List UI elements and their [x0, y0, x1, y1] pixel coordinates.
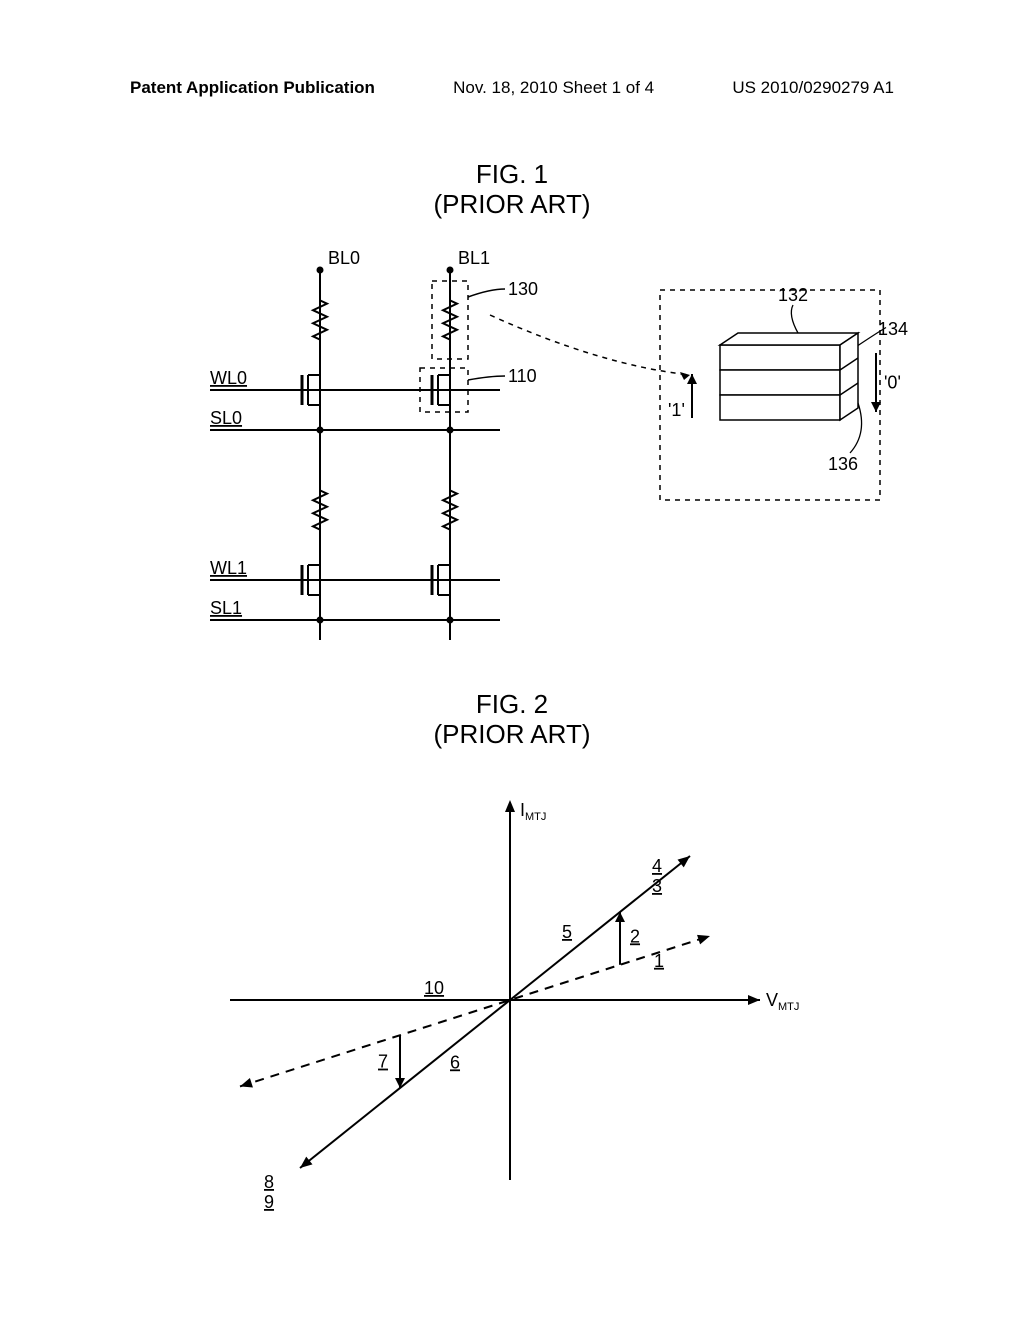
svg-text:132: 132 [778, 285, 808, 305]
fig2-diagram: IMTJVMTJ12345678910 [200, 780, 820, 1220]
fig2-title: FIG. 2 (PRIOR ART) [434, 690, 591, 750]
svg-text:'0': '0' [884, 373, 901, 393]
fig1-title-line1: FIG. 1 [476, 159, 548, 189]
svg-text:WL1: WL1 [210, 558, 247, 578]
svg-text:134: 134 [878, 319, 908, 339]
svg-text:BL0: BL0 [328, 248, 360, 268]
header-center: Nov. 18, 2010 Sheet 1 of 4 [453, 78, 654, 98]
svg-text:BL1: BL1 [458, 248, 490, 268]
fig1-title-line2: (PRIOR ART) [434, 189, 591, 219]
svg-text:9: 9 [264, 1192, 274, 1212]
svg-text:8: 8 [264, 1172, 274, 1192]
fig2-title-line2: (PRIOR ART) [434, 719, 591, 749]
svg-text:130: 130 [508, 279, 538, 299]
svg-text:WL0: WL0 [210, 368, 247, 388]
header-right: US 2010/0290279 A1 [732, 78, 894, 98]
svg-text:110: 110 [508, 366, 537, 386]
svg-text:SL0: SL0 [210, 408, 242, 428]
svg-text:VMTJ: VMTJ [766, 990, 799, 1013]
svg-text:4: 4 [652, 856, 662, 876]
page-header: Patent Application Publication Nov. 18, … [0, 78, 1024, 98]
svg-text:IMTJ: IMTJ [520, 800, 546, 823]
svg-text:3: 3 [652, 876, 662, 896]
fig2-title-line1: FIG. 2 [476, 689, 548, 719]
fig1-title: FIG. 1 (PRIOR ART) [434, 160, 591, 220]
svg-text:136: 136 [828, 454, 858, 474]
svg-text:6: 6 [450, 1052, 460, 1072]
svg-text:'1': '1' [668, 400, 685, 420]
header-left: Patent Application Publication [130, 78, 375, 98]
svg-text:10: 10 [424, 978, 444, 998]
fig1-diagram: BL0 BL1 WL0 SL0 WL1 SL1 130 110 132 134 136 '1' '0' [190, 230, 920, 660]
svg-text:SL1: SL1 [210, 598, 242, 618]
svg-text:2: 2 [630, 926, 640, 946]
svg-text:7: 7 [378, 1052, 388, 1072]
svg-text:5: 5 [562, 922, 572, 942]
svg-text:1: 1 [654, 951, 664, 971]
